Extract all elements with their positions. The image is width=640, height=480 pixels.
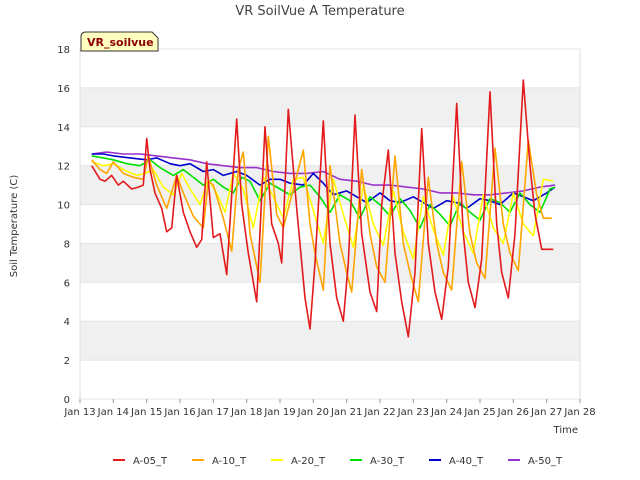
legend-label: A-50_T [528,456,563,467]
x-tick-label: Jan 15 [130,407,162,418]
grid-bands [80,87,580,361]
series-line-a-50-t [91,151,556,196]
x-axis-ticks: Jan 13 Jan 14 Jan 15 Jan 16 Jan 17 Jan 18 Jan … [63,399,596,418]
y-tick-label: 10 [57,201,70,212]
station-badge: VR_soilvue [80,31,159,52]
y-axis-ticks: 0 2 4 6 8 10 12 14 16 18 [57,45,580,406]
y-tick-label: 0 [64,395,70,406]
x-tick-label: Jan 17 [197,407,229,418]
x-tick-label: Jan 20 [297,407,329,418]
x-tick-label: Jan 19 [263,407,295,418]
x-tick-label: Jan 23 [397,407,429,418]
x-tick-label: Jan 26 [497,407,529,418]
y-axis-title: Soil Temperature (C) [9,175,20,278]
x-tick-label: Jan 13 [63,407,95,418]
y-tick-label: 2 [64,356,70,367]
x-tick-label: Jan 21 [330,407,362,418]
y-tick-label: 14 [57,123,70,134]
x-tick-label: Jan 14 [97,407,129,418]
x-axis-title: Time [553,425,578,436]
legend-label: A-40_T [449,456,484,467]
y-tick-label: 18 [57,45,70,56]
x-tick-label: Jan 28 [563,407,595,418]
x-tick-label: Jan 22 [363,407,395,418]
y-tick-label: 8 [64,239,70,250]
grid-band [80,321,580,361]
x-tick-label: Jan 18 [230,407,262,418]
x-tick-label: Jan 27 [530,407,562,418]
x-tick-label: Jan 16 [163,407,195,418]
badge-box [80,31,159,52]
y-tick-label: 16 [57,84,70,95]
series-line-a-10-t [91,135,552,303]
legend-label: A-10_T [212,456,247,467]
badge-label: VR_soilvue [87,36,154,49]
chart-title: VR SoilVue A Temperature [235,4,404,19]
y-tick-label: 4 [64,317,70,328]
series-lines [91,79,556,338]
y-tick-label: 12 [57,162,70,173]
series-line-a-05-t [91,79,554,338]
x-tick-label: Jan 24 [430,407,462,418]
legend-label: A-30_T [370,456,405,467]
grid-band [80,87,580,127]
x-tick-label: Jan 25 [463,407,495,418]
legend-label: A-20_T [291,456,326,467]
y-tick-label: 6 [64,278,70,289]
legend-label: A-05_T [133,456,168,467]
legend: A-05_T A-10_T A-20_T A-30_T A-40_T A-50_T [113,456,563,467]
